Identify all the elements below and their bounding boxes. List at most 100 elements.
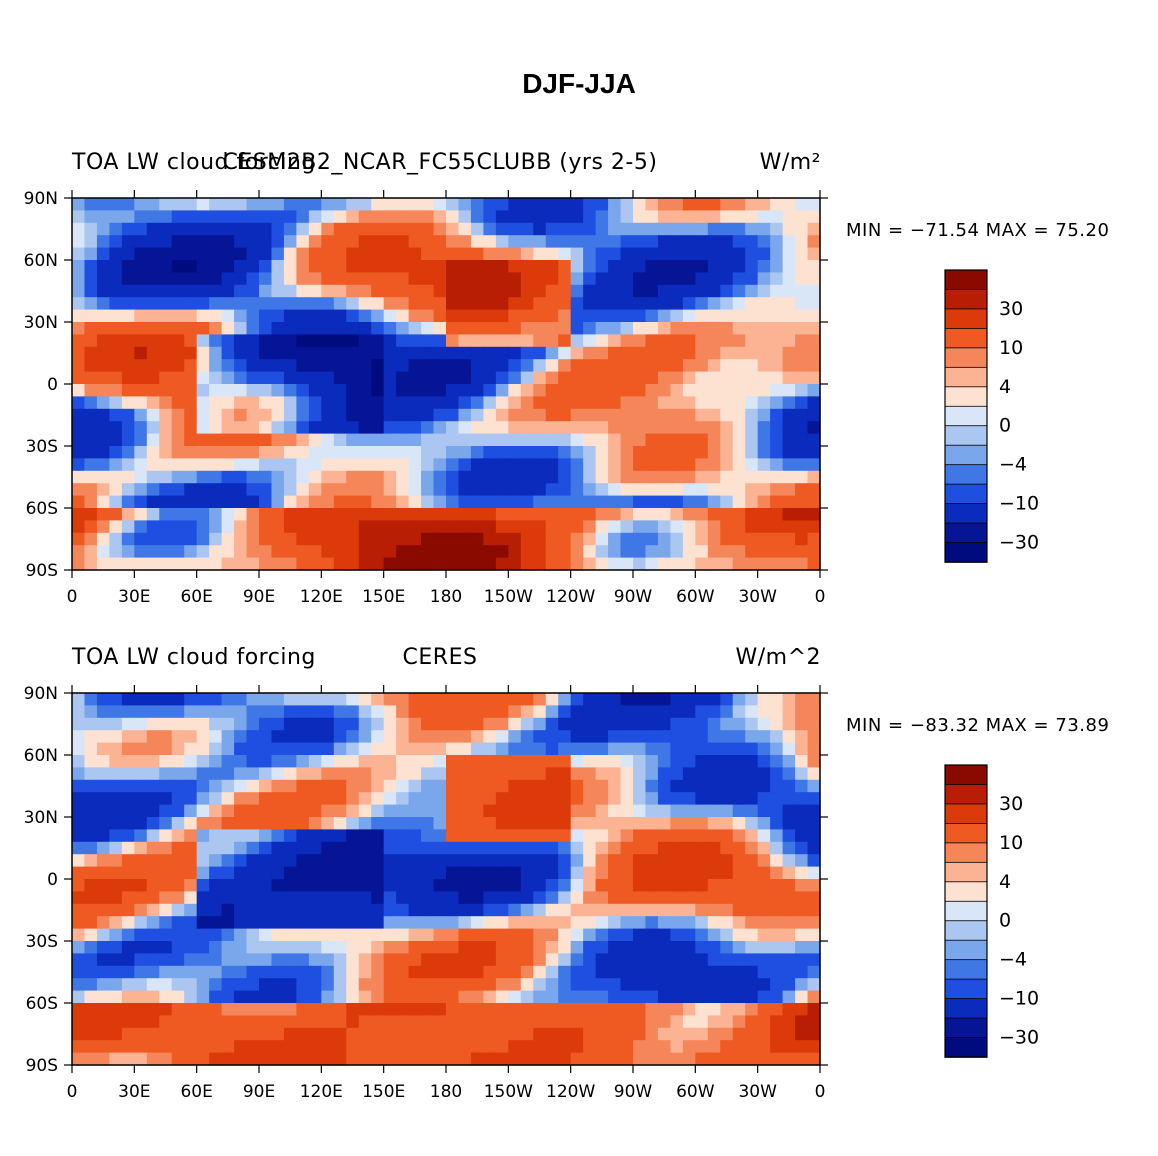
field-cell [508, 495, 522, 509]
field-cell [732, 891, 746, 905]
field-cell [620, 990, 634, 1004]
field-cell [670, 495, 684, 509]
field-cell [795, 508, 809, 521]
field-cell [608, 817, 622, 830]
field-cell [308, 841, 322, 855]
field-cell [695, 433, 709, 447]
colorbar-label: −4 [999, 949, 1027, 971]
field-cell [446, 396, 460, 410]
field-cell [346, 903, 360, 917]
field-cell [283, 384, 297, 397]
field-cell [595, 284, 609, 298]
field-cell [682, 978, 696, 992]
field-cell [383, 222, 397, 236]
field-cell [757, 470, 771, 484]
field-cell [308, 829, 322, 843]
field-cell [545, 458, 559, 472]
field-cell [396, 210, 410, 224]
field-cell [807, 965, 821, 979]
field-cell [408, 359, 422, 373]
field-cell [633, 371, 647, 385]
field-cell [433, 421, 447, 435]
field-cell [321, 495, 335, 509]
field-cell [595, 520, 609, 534]
field-cell [134, 1015, 148, 1029]
field-cell [470, 817, 484, 830]
field-cell [84, 1027, 98, 1041]
field-cell [196, 297, 210, 311]
field-cell [745, 767, 759, 781]
field-cell [234, 346, 248, 360]
field-cell [682, 222, 696, 236]
field-cell [570, 334, 584, 348]
field-cell [583, 532, 597, 546]
field-cell [358, 359, 372, 373]
field-cell [333, 495, 347, 509]
field-cell [209, 1040, 223, 1054]
field-cell [159, 408, 173, 422]
field-cell [770, 235, 784, 249]
field-cell [483, 1003, 497, 1016]
field-cell [732, 854, 746, 868]
field-cell [545, 346, 559, 360]
field-cell [433, 247, 447, 261]
field-cell [707, 742, 721, 756]
field-cell [520, 272, 534, 286]
field-cell [570, 990, 584, 1004]
field-cell [246, 730, 260, 744]
field-cell [333, 1040, 347, 1054]
field-cell [333, 508, 347, 521]
field-cell [795, 755, 809, 768]
field-cell [408, 903, 422, 917]
field-cell [134, 520, 148, 534]
field-cell [757, 767, 771, 781]
field-cell [695, 297, 709, 311]
field-cell [707, 458, 721, 472]
field-cell [520, 767, 534, 781]
field-cell [682, 297, 696, 311]
field-cell [682, 334, 696, 348]
field-cell [246, 779, 260, 793]
field-cell [433, 557, 447, 571]
field-cell [782, 978, 796, 992]
field-cell [633, 433, 647, 447]
field-cell [171, 990, 185, 1004]
field-cell [358, 235, 372, 249]
field-cell [371, 495, 385, 509]
field-cell [296, 508, 310, 521]
field-cell [732, 458, 746, 472]
field-cell [483, 235, 497, 249]
field-cell [520, 458, 534, 472]
field-cell [620, 371, 634, 385]
field-cell [72, 854, 86, 868]
field-cell [159, 334, 173, 348]
field-cell [620, 792, 634, 806]
field-cell [358, 879, 372, 892]
field-cell [159, 730, 173, 744]
field-cell [757, 322, 771, 335]
field-cell [72, 829, 86, 843]
field-cell [346, 879, 360, 892]
field-cell [358, 384, 372, 397]
field-cell [196, 693, 210, 706]
field-cell [358, 309, 372, 323]
x-tick-label: 0 [67, 587, 78, 607]
field-cell [234, 891, 248, 905]
field-cell [745, 953, 759, 967]
field-cell [608, 297, 622, 311]
field-cell [458, 978, 472, 992]
field-cell [508, 730, 522, 744]
field-cell [209, 483, 223, 497]
field-cell [608, 891, 622, 905]
field-cell [421, 916, 435, 930]
field-cell [146, 792, 160, 806]
field-cell [807, 322, 821, 335]
field-cell [745, 730, 759, 744]
field-cell [146, 272, 160, 286]
field-cell [657, 742, 671, 756]
field-cell [358, 1040, 372, 1054]
field-cell [84, 965, 98, 979]
field-cell [371, 1015, 385, 1029]
field-cell [558, 990, 572, 1004]
field-cell [209, 557, 223, 571]
